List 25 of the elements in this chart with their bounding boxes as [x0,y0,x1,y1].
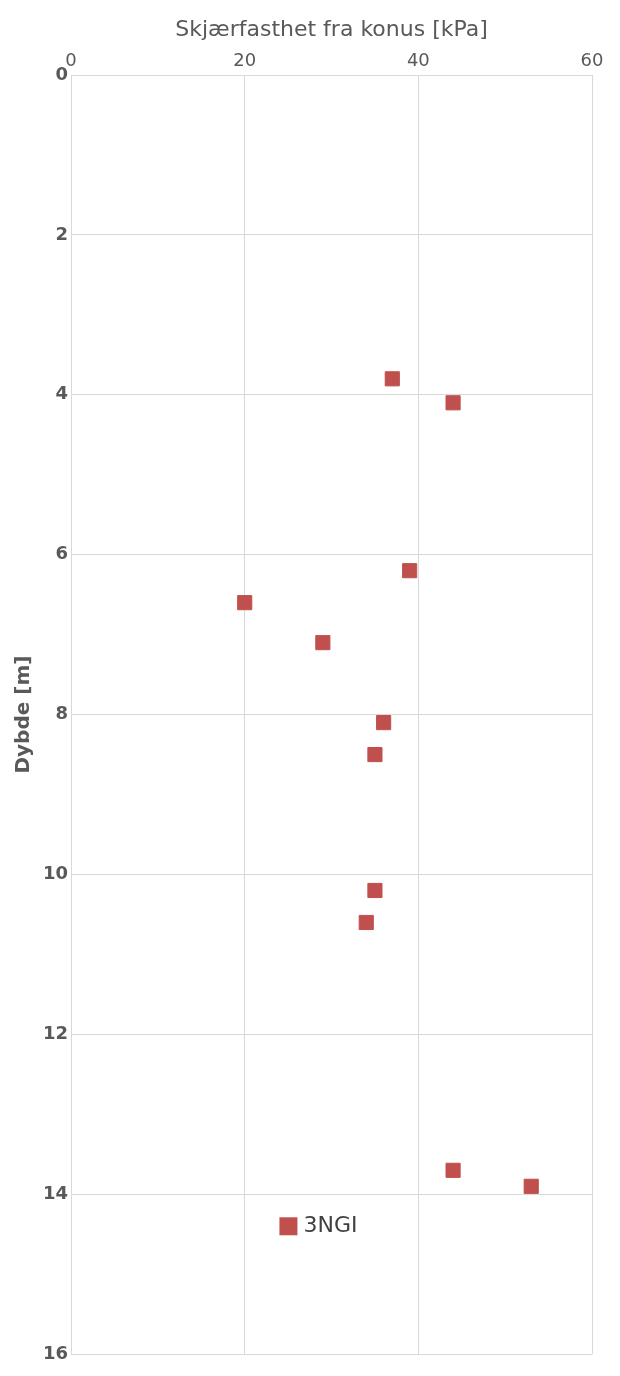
y-axis-title: Dybde [m] [10,655,35,774]
point [376,715,392,731]
y-tick-label: 10 [42,862,69,884]
y-tick-label: 12 [42,1022,69,1044]
x-tick-label: 40 [406,48,430,70]
point [523,1178,539,1194]
point [367,747,383,763]
point [367,882,383,899]
y-tick-label: 16 [42,1341,69,1363]
y-tick-label: 8 [55,702,69,724]
y-tick-label: 6 [55,542,69,564]
x-tick-label: 20 [233,48,257,70]
point [358,914,374,931]
x-axis-title: Skjærfasthet fra konus [kPa] [175,15,488,41]
legend-label: 3NGI [303,1212,358,1237]
x-tick-label: 60 [580,48,604,70]
point [402,563,418,579]
y-tick-label: 2 [55,222,69,244]
y-tick-label: 14 [42,1181,69,1203]
point [384,371,400,387]
y-tick-label: 4 [55,382,69,404]
point [315,635,331,651]
point [445,395,461,411]
point [237,595,253,611]
point [445,1162,461,1178]
